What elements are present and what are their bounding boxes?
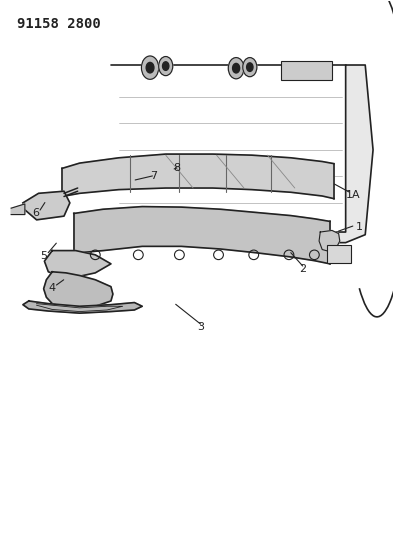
- Circle shape: [159, 56, 173, 76]
- Text: 8: 8: [173, 164, 181, 173]
- Text: 1A: 1A: [346, 190, 360, 200]
- Polygon shape: [74, 207, 330, 264]
- Text: 4: 4: [48, 282, 56, 293]
- Polygon shape: [11, 204, 25, 215]
- Text: 91158 2800: 91158 2800: [17, 17, 101, 31]
- Polygon shape: [319, 230, 340, 252]
- Circle shape: [247, 63, 253, 71]
- Circle shape: [232, 63, 240, 73]
- Circle shape: [228, 58, 244, 79]
- Polygon shape: [23, 191, 70, 220]
- Polygon shape: [23, 301, 142, 313]
- Text: 5: 5: [41, 251, 48, 261]
- FancyBboxPatch shape: [281, 61, 332, 80]
- FancyBboxPatch shape: [327, 245, 351, 263]
- Polygon shape: [45, 251, 111, 277]
- Text: 7: 7: [150, 172, 157, 181]
- Circle shape: [163, 62, 169, 70]
- Text: 2: 2: [299, 264, 306, 274]
- Polygon shape: [44, 272, 113, 310]
- Text: 3: 3: [197, 322, 204, 333]
- Circle shape: [141, 56, 159, 79]
- Circle shape: [243, 58, 257, 77]
- Circle shape: [146, 62, 154, 73]
- Text: 6: 6: [33, 208, 40, 219]
- Polygon shape: [111, 65, 373, 243]
- Polygon shape: [62, 154, 334, 199]
- Text: 1: 1: [355, 222, 362, 232]
